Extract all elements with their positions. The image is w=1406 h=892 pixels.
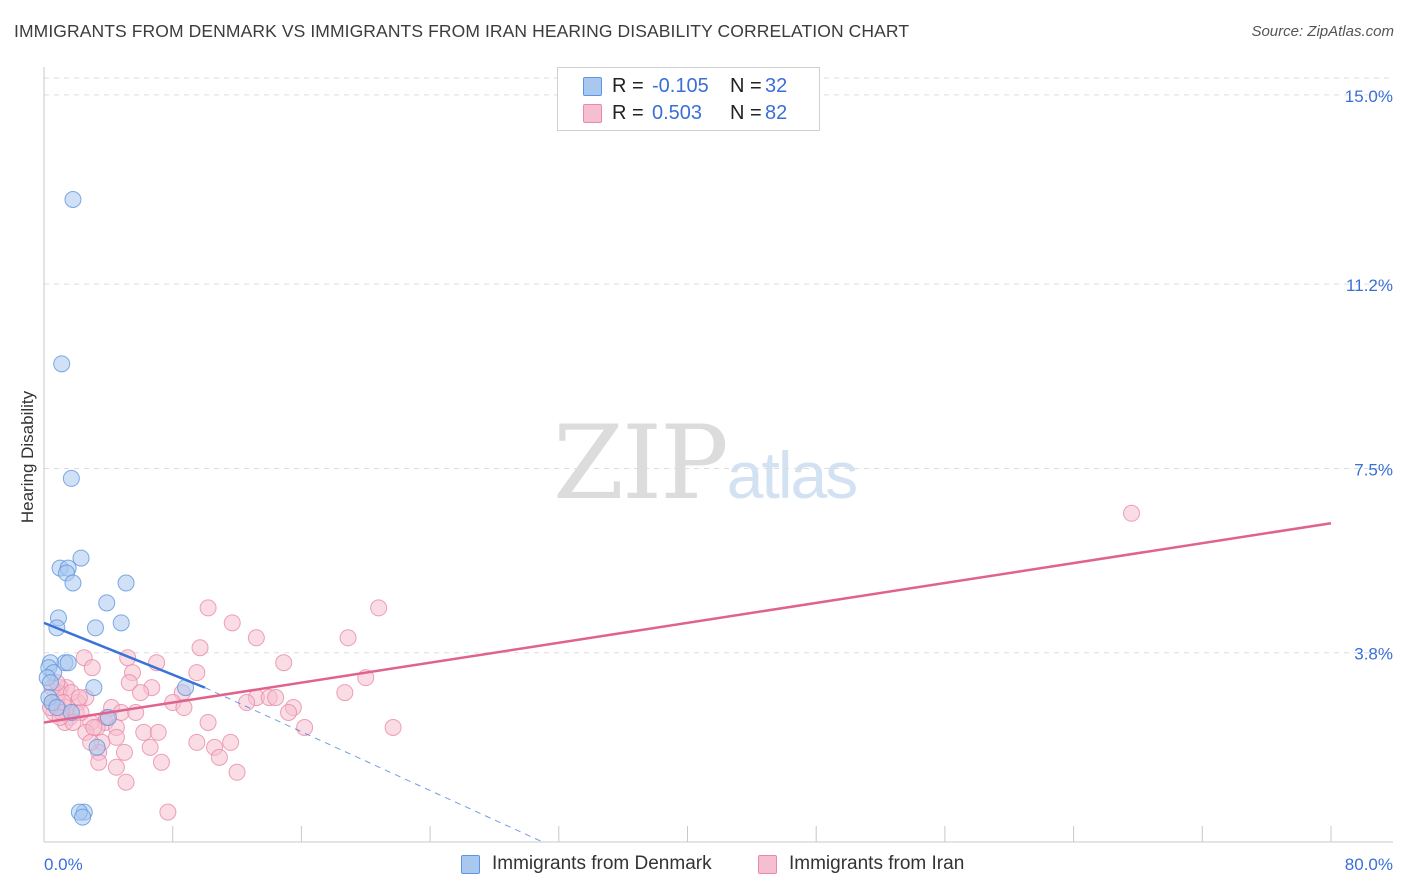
iran-point	[149, 723, 167, 741]
y-tick-label: 7.5%	[1354, 460, 1393, 479]
denmark-trendline	[43, 621, 206, 689]
denmark-swatch	[583, 76, 602, 96]
iran-point	[132, 684, 150, 702]
denmark-point	[62, 469, 80, 487]
iran-point	[70, 689, 88, 707]
iran-point	[228, 763, 246, 781]
iran-point	[85, 718, 103, 736]
iran-point	[90, 753, 108, 771]
iran-point	[1123, 504, 1141, 522]
denmark-point	[64, 574, 82, 592]
r-label: R =	[612, 101, 644, 124]
denmark-legend-label: Immigrants from Denmark	[492, 853, 712, 874]
iran-trendline	[43, 522, 1332, 724]
denmark-point	[85, 679, 103, 697]
denmark-point	[117, 574, 135, 592]
iran-point	[199, 599, 217, 617]
iran-swatch	[583, 103, 602, 123]
source-label: Source: ZipAtlas.com	[1251, 23, 1394, 40]
denmark-point	[41, 674, 59, 692]
y-tick-label: 15.0%	[1345, 87, 1393, 106]
denmark-point	[98, 594, 116, 612]
x-tick-label: 0.0%	[44, 855, 83, 874]
bottom-legend-denmark: Immigrants from Denmark	[461, 852, 712, 876]
y-tick-label: 11.2%	[1346, 276, 1393, 295]
iran-point	[296, 718, 314, 736]
denmark-point	[112, 614, 130, 632]
denmark-trendline-extension	[204, 687, 543, 843]
iran-point	[223, 614, 241, 632]
watermark-atlas: atlas	[726, 438, 858, 512]
iran-point	[210, 748, 228, 766]
n-label: N =	[730, 74, 762, 97]
iran-point	[275, 654, 293, 672]
iran-point	[247, 629, 265, 647]
n-label: N =	[730, 101, 762, 124]
iran-point	[191, 639, 209, 657]
r-value: 0.503	[652, 101, 703, 124]
iran-point	[336, 684, 354, 702]
watermark-zip: ZIP	[553, 404, 729, 523]
legend-row-denmark: R = -0.105 N = 32	[583, 74, 787, 98]
iran-point	[159, 803, 177, 821]
iran-point	[117, 773, 135, 791]
r-label: R =	[612, 74, 644, 97]
iran-point	[199, 713, 217, 731]
iran-point	[83, 659, 101, 677]
denmark-point	[74, 808, 92, 826]
chart-title: IMMIGRANTS FROM DENMARK VS IMMIGRANTS FR…	[14, 21, 910, 41]
iran-legend-label: Immigrants from Iran	[789, 853, 965, 874]
iran-point	[120, 674, 138, 692]
watermark: ZIPatlas	[553, 404, 858, 523]
iran-point	[107, 758, 125, 776]
iran-point	[384, 718, 402, 736]
denmark-point	[53, 355, 71, 373]
iran-point	[267, 689, 285, 707]
n-value: 32	[765, 74, 788, 97]
iran-point	[222, 733, 240, 751]
iran-point	[135, 723, 153, 741]
n-value: 82	[765, 101, 788, 124]
denmark-point	[88, 738, 106, 756]
denmark-swatch	[461, 854, 480, 874]
iran-point	[238, 694, 256, 712]
denmark-point	[59, 654, 77, 672]
iran-point	[115, 743, 133, 761]
iran-point	[188, 733, 206, 751]
iran-point	[280, 704, 298, 722]
r-value: -0.105	[652, 74, 709, 97]
x-tick-label: 80.0%	[1345, 855, 1393, 874]
iran-point	[152, 753, 170, 771]
denmark-point	[64, 190, 82, 208]
iran-point	[175, 699, 193, 717]
iran-point	[141, 738, 159, 756]
denmark-point	[86, 619, 104, 637]
iran-point	[107, 728, 125, 746]
legend-row-iran: R = 0.503 N = 82	[583, 101, 787, 125]
bottom-legend-iran: Immigrants from Iran	[758, 852, 964, 876]
denmark-point	[72, 549, 90, 567]
y-tick-label: 3.8%	[1354, 645, 1393, 664]
correlation-legend: R = -0.105 N = 32 R = 0.503 N = 82	[557, 67, 820, 131]
iran-point	[370, 599, 388, 617]
iran-point	[188, 664, 206, 682]
iran-swatch	[758, 854, 777, 874]
denmark-point	[48, 699, 66, 717]
iran-point	[339, 629, 357, 647]
